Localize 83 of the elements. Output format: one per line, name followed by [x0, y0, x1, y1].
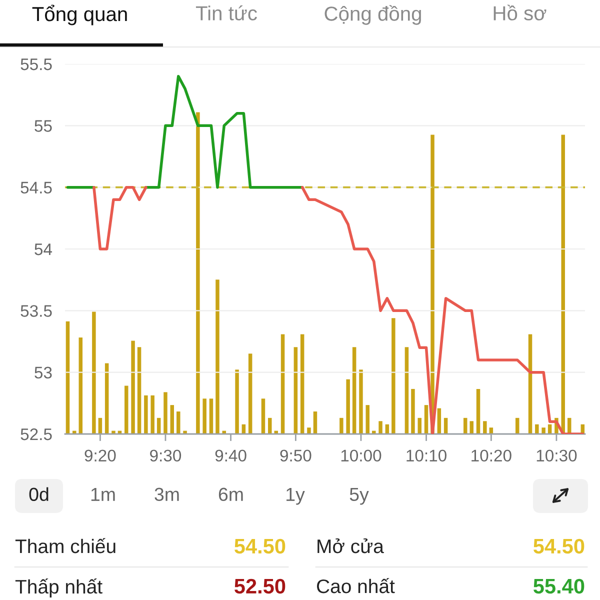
bar [144, 395, 148, 434]
y-tick-label: 54 [34, 244, 52, 256]
text: 0d [29, 487, 48, 502]
bar [176, 411, 180, 434]
bar [378, 421, 382, 434]
bar [483, 421, 487, 434]
category-label: Mở cửa [318, 538, 384, 554]
text: 5y [350, 488, 369, 505]
bar [209, 398, 214, 434]
x-tick-label: 9:50 [280, 450, 312, 462]
x-tick-label: 10:00 [341, 450, 382, 462]
bar [424, 405, 428, 434]
bar [261, 398, 266, 434]
text: 1y [286, 488, 305, 505]
text: 54.50 [234, 538, 286, 554]
bar [418, 418, 422, 434]
bar [78, 337, 83, 434]
bar [307, 428, 311, 434]
bar [463, 418, 468, 434]
x-tick-label: 9:20 [84, 450, 116, 462]
y-tick-label: 55 [34, 120, 52, 132]
text: 1m [91, 488, 115, 501]
text: Tổng quan [32, 4, 127, 26]
category-label: Thấp nhất [15, 578, 102, 598]
x-tick-label: 10:20 [472, 450, 512, 462]
bar [248, 354, 252, 434]
bar [470, 421, 474, 434]
bar [150, 395, 154, 434]
x-tick-label: 9:30 [150, 450, 182, 462]
bar [528, 334, 532, 434]
text: Tin tức [196, 5, 257, 20]
bar [404, 347, 409, 434]
bar [437, 408, 442, 434]
x-tick-label: 9:40 [215, 450, 246, 462]
bar [340, 418, 344, 434]
y-tick-label: 55.5 [20, 58, 52, 70]
bar [164, 392, 168, 434]
bar [444, 418, 448, 434]
y-tick-label: 53.5 [20, 305, 52, 317]
bar [515, 418, 520, 434]
bar [359, 370, 363, 434]
y-tick-label: 54.5 [20, 182, 52, 194]
bar [352, 347, 356, 434]
bar [542, 428, 546, 434]
bar [124, 386, 128, 434]
bar [294, 347, 298, 434]
text: 6m [218, 488, 243, 502]
bar [98, 418, 102, 434]
bar [392, 318, 396, 434]
category-label: Tham chiếu [15, 538, 116, 554]
text: 3m [154, 488, 179, 502]
text: 52.50 [234, 578, 286, 594]
bar [411, 388, 415, 434]
bar [170, 405, 174, 434]
bar [92, 312, 96, 434]
bar [476, 388, 480, 434]
x-tick-label: 10:10 [406, 450, 446, 462]
bar [202, 398, 206, 434]
bar [131, 340, 135, 434]
bar [268, 418, 272, 434]
bar [137, 347, 142, 434]
bar [300, 334, 304, 434]
bar [235, 370, 239, 434]
bar [535, 424, 539, 434]
bar [366, 405, 370, 434]
x-tick-label: 10:30 [536, 450, 577, 462]
bar [561, 134, 565, 434]
bar [346, 379, 350, 434]
bar [216, 280, 220, 434]
text: 54.50 [534, 538, 584, 554]
text: Hồ sơ [494, 4, 546, 20]
text: 55.40 [534, 578, 584, 594]
bar [430, 134, 434, 434]
bar [196, 112, 200, 434]
y-tick-label: 53 [34, 366, 52, 379]
bar [156, 418, 161, 434]
y-tick-label: 52.5 [20, 428, 52, 440]
bar [313, 411, 318, 434]
bar [104, 363, 109, 434]
category-label: Cao nhất [316, 578, 395, 594]
bar [280, 334, 285, 434]
text: Cộng đồng [324, 5, 421, 25]
bar [66, 321, 70, 434]
